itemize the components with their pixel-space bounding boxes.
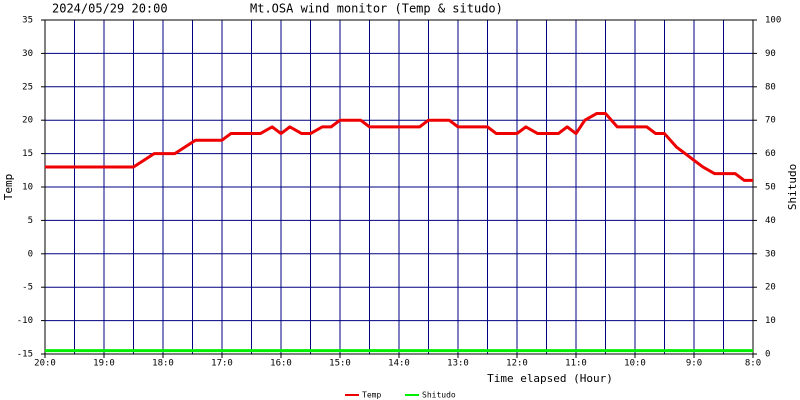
y2-tick-label: 40 bbox=[765, 216, 776, 226]
plot-frame bbox=[44, 19, 754, 355]
y-tick-label: 20 bbox=[22, 116, 33, 126]
y2-tick-label: 70 bbox=[765, 116, 776, 126]
legend-label: Shitudo bbox=[422, 391, 456, 400]
legend-label: Temp bbox=[362, 391, 381, 400]
y2-axis-title: Shitudo bbox=[786, 164, 799, 210]
x-tick-label: 9:0 bbox=[686, 359, 702, 369]
x-tick-label: 20:0 bbox=[34, 359, 56, 369]
y-tick-label: 0 bbox=[28, 249, 33, 259]
y2-tick-label: 60 bbox=[765, 149, 776, 159]
x-tick-label: 15:0 bbox=[329, 359, 351, 369]
y2-tick-label: 50 bbox=[765, 183, 776, 193]
x-tick-label: 11:0 bbox=[565, 359, 587, 369]
series-line bbox=[45, 112, 753, 182]
x-tick-label: 17:0 bbox=[211, 359, 233, 369]
y2-tick-label: 20 bbox=[765, 283, 776, 293]
y-tick-label: 10 bbox=[22, 183, 33, 193]
x-tick-label: 16:0 bbox=[270, 359, 292, 369]
x-tick-label: 10:0 bbox=[624, 359, 646, 369]
y2-tick-label: 10 bbox=[765, 316, 776, 326]
x-tick-label: 19:0 bbox=[93, 359, 115, 369]
y2-tick-label: 0 bbox=[765, 350, 770, 360]
y-tick-label: 35 bbox=[22, 16, 33, 26]
y2-tick-label: 100 bbox=[765, 16, 781, 26]
x-axis-title: Time elapsed (Hour) bbox=[487, 372, 613, 385]
y-tick-label: 30 bbox=[22, 49, 33, 59]
x-tick-label: 8:0 bbox=[745, 359, 761, 369]
x-tick-label: 14:0 bbox=[388, 359, 410, 369]
x-tick-label: 18:0 bbox=[152, 359, 174, 369]
y-tick-label: -15 bbox=[17, 350, 33, 360]
y2-tick-label: 90 bbox=[765, 49, 776, 59]
y-tick-label: 5 bbox=[28, 216, 33, 226]
y-tick-label: -5 bbox=[22, 283, 33, 293]
x-tick-label: 13:0 bbox=[447, 359, 469, 369]
y-tick-label: 15 bbox=[22, 149, 33, 159]
chart-date: 2024/05/29 20:00 bbox=[52, 2, 168, 16]
x-tick-label: 12:0 bbox=[506, 359, 528, 369]
chart-title: Mt.OSA wind monitor (Temp & situdo) bbox=[250, 2, 503, 16]
y-tick-label: -10 bbox=[17, 316, 33, 326]
y2-tick-label: 80 bbox=[765, 82, 776, 92]
y-axis-title: Temp bbox=[2, 174, 15, 201]
y2-tick-label: 30 bbox=[765, 249, 776, 259]
y-tick-label: 25 bbox=[22, 82, 33, 92]
